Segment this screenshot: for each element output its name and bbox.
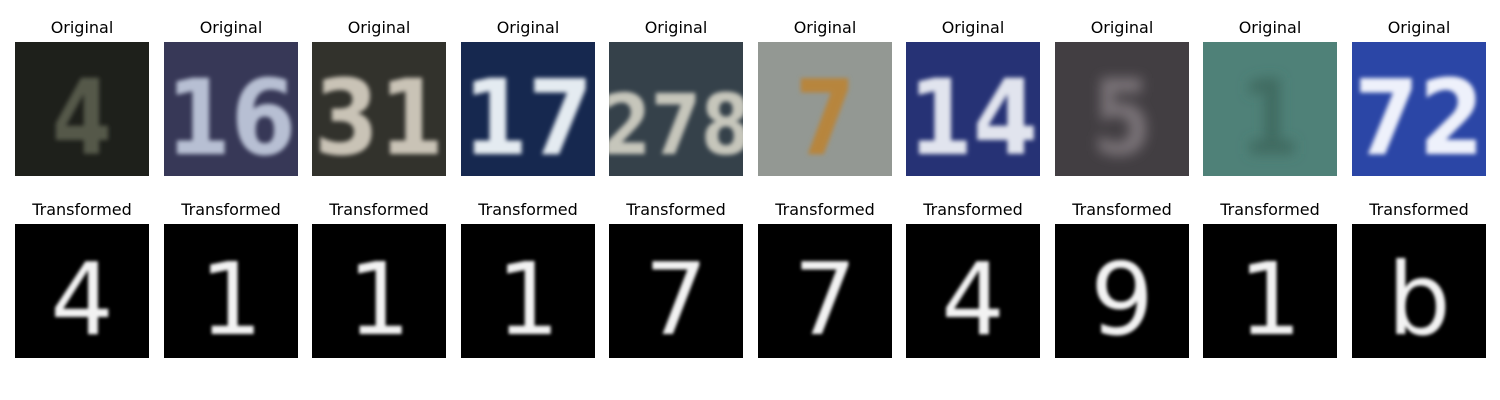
panel-title: Transformed xyxy=(478,200,578,219)
panel-title: Transformed xyxy=(329,200,429,219)
house-number-digits: 5 xyxy=(1092,57,1152,176)
original-image: 1 xyxy=(1203,42,1337,176)
panel-title: Transformed xyxy=(626,200,726,219)
panel-title: Transformed xyxy=(1369,200,1469,219)
handwritten-digit: 1 xyxy=(1238,241,1302,358)
transformed-image: 1 xyxy=(312,224,446,358)
panel-title: Original xyxy=(347,18,411,37)
transformed-image: 9 xyxy=(1055,224,1189,358)
handwritten-digit: 1 xyxy=(199,241,263,358)
transformed-image: 7 xyxy=(609,224,743,358)
original-image: 16 xyxy=(164,42,298,176)
house-number-digits: 4 xyxy=(52,57,112,176)
handwritten-digit: 7 xyxy=(793,241,857,358)
handwritten-digit: 1 xyxy=(496,241,560,358)
house-number-digits: 72 xyxy=(1354,57,1484,176)
transformed-image: 4 xyxy=(906,224,1040,358)
panel-title: Original xyxy=(50,18,114,37)
original-image: 72 xyxy=(1352,42,1486,176)
transformed-image: 1 xyxy=(164,224,298,358)
panel-title: Original xyxy=(1238,18,1302,37)
handwritten-digit: b xyxy=(1387,241,1450,358)
original-image: 7 xyxy=(758,42,892,176)
house-number-digits: 16 xyxy=(166,57,296,176)
handwritten-digit: 4 xyxy=(50,241,114,358)
panel-title: Original xyxy=(1387,18,1451,37)
handwritten-digit: 1 xyxy=(347,241,411,358)
house-number-digits: 278 xyxy=(609,76,743,174)
panel-title: Original xyxy=(1090,18,1154,37)
panel-title: Original xyxy=(941,18,1005,37)
handwritten-digit: 4 xyxy=(941,241,1005,358)
panel-title: Transformed xyxy=(923,200,1023,219)
panel-title: Transformed xyxy=(1072,200,1172,219)
transformed-image: b xyxy=(1352,224,1486,358)
original-image: 14 xyxy=(906,42,1040,176)
original-image: 278 xyxy=(609,42,743,176)
transformed-image: 1 xyxy=(1203,224,1337,358)
panel-title: Transformed xyxy=(181,200,281,219)
original-image: 17 xyxy=(461,42,595,176)
original-image: 4 xyxy=(15,42,149,176)
panel-title: Original xyxy=(199,18,263,37)
panel-title: Original xyxy=(496,18,560,37)
panel-title: Transformed xyxy=(32,200,132,219)
panel-title: Original xyxy=(793,18,857,37)
handwritten-digit: 7 xyxy=(644,241,708,358)
transformed-image: 4 xyxy=(15,224,149,358)
handwritten-digit: 9 xyxy=(1090,241,1154,358)
house-number-digits: 14 xyxy=(908,57,1038,176)
house-number-digits: 17 xyxy=(463,57,593,176)
panel-title: Original xyxy=(644,18,708,37)
transformed-image: 1 xyxy=(461,224,595,358)
house-number-digits: 7 xyxy=(795,57,855,176)
panel-title: Transformed xyxy=(775,200,875,219)
original-image: 31 xyxy=(312,42,446,176)
house-number-digits: 1 xyxy=(1240,57,1300,176)
transformed-image: 7 xyxy=(758,224,892,358)
panel-title: Transformed xyxy=(1220,200,1320,219)
original-image: 5 xyxy=(1055,42,1189,176)
house-number-digits: 31 xyxy=(314,57,444,176)
